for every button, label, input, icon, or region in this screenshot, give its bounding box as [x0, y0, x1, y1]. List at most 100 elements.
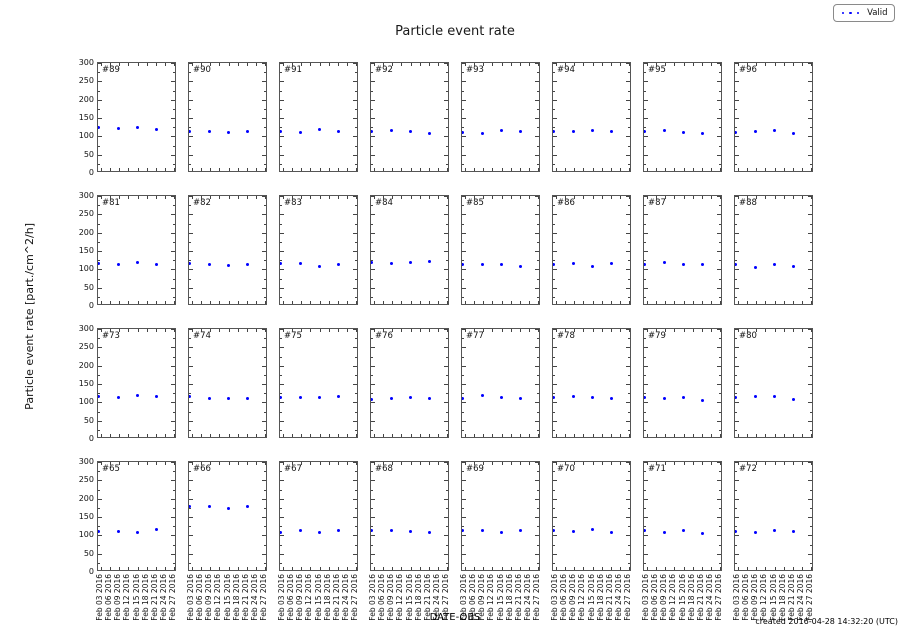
tick-mark — [535, 480, 539, 482]
tick-mark — [537, 462, 539, 465]
tick-mark — [371, 296, 373, 298]
tick-mark — [628, 526, 630, 528]
tick-mark — [171, 498, 175, 500]
tick-mark — [717, 214, 721, 216]
subplot-label: #69 — [466, 464, 484, 474]
subplot-label: #78 — [557, 331, 575, 341]
tick-mark — [492, 462, 494, 465]
tick-mark — [262, 402, 266, 404]
tick-mark — [371, 393, 373, 395]
data-point — [176, 262, 177, 265]
tick-mark — [371, 462, 375, 463]
data-point — [553, 262, 555, 266]
subplot-label: #76 — [375, 331, 393, 341]
tick-mark — [383, 567, 385, 570]
tick-mark — [774, 329, 776, 332]
tick-mark — [101, 329, 103, 332]
tick-mark — [510, 301, 512, 304]
tick-mark — [444, 517, 448, 518]
data-point — [390, 528, 394, 532]
tick-mark — [501, 329, 503, 332]
data-point — [644, 528, 646, 532]
tick-mark — [717, 251, 721, 252]
tick-mark — [626, 420, 630, 422]
tick-mark — [628, 507, 630, 509]
tick-mark — [355, 278, 357, 280]
tick-mark — [719, 90, 721, 92]
tick-mark — [119, 434, 121, 437]
tick-mark — [155, 462, 157, 465]
tick-mark — [719, 434, 721, 437]
tick-mark — [355, 145, 357, 147]
tick-mark — [192, 567, 194, 570]
tick-mark — [280, 287, 284, 289]
data-point — [98, 394, 100, 398]
tick-mark — [719, 526, 721, 528]
tick-mark — [462, 517, 466, 518]
tick-mark — [301, 301, 303, 304]
tick-mark — [173, 338, 175, 340]
tick-mark — [98, 365, 102, 367]
tick-mark — [553, 108, 555, 110]
tick-mark — [738, 196, 740, 199]
tick-mark — [98, 154, 102, 156]
tick-mark — [644, 72, 646, 74]
subplot-93: #93 — [461, 62, 540, 172]
tick-mark — [137, 329, 139, 332]
tick-mark — [264, 301, 266, 304]
tick-mark — [462, 374, 464, 376]
tick-mark — [553, 553, 557, 555]
tick-mark — [592, 168, 594, 171]
tick-mark — [574, 567, 576, 570]
tick-mark — [264, 562, 266, 564]
tick-mark — [528, 301, 530, 304]
data-point — [427, 131, 431, 135]
tick-mark — [808, 269, 812, 271]
tick-mark — [719, 63, 721, 66]
tick-mark — [644, 287, 648, 289]
tick-mark — [444, 287, 448, 289]
subplot-92: #92 — [370, 62, 449, 172]
data-point — [682, 263, 685, 267]
tick-mark — [701, 63, 703, 66]
tick-mark — [98, 163, 100, 165]
tick-mark — [264, 434, 266, 437]
tick-mark — [553, 99, 557, 101]
y-tick-label: 100 — [78, 397, 94, 407]
tick-mark — [264, 196, 266, 199]
tick-mark — [189, 99, 193, 101]
tick-mark — [353, 232, 357, 234]
tick-mark — [444, 251, 448, 252]
subplot-label: #96 — [739, 65, 757, 75]
tick-mark — [783, 63, 785, 66]
data-point — [318, 530, 321, 534]
tick-mark — [553, 544, 555, 546]
tick-mark — [353, 480, 357, 482]
tick-mark — [246, 63, 248, 66]
tick-mark — [280, 269, 284, 271]
tick-mark — [219, 196, 221, 199]
tick-mark — [574, 434, 576, 437]
tick-mark — [189, 287, 193, 289]
tick-mark — [173, 411, 175, 413]
tick-mark — [765, 567, 767, 570]
tick-mark — [628, 145, 630, 147]
tick-mark — [792, 329, 794, 332]
tick-mark — [692, 434, 694, 437]
tick-mark — [171, 81, 175, 83]
tick-mark — [537, 471, 539, 473]
tick-mark — [164, 434, 166, 437]
data-point — [299, 131, 303, 135]
tick-mark — [462, 232, 466, 234]
tick-mark — [556, 567, 558, 570]
tick-mark — [155, 168, 157, 171]
tick-mark — [735, 196, 739, 197]
tick-mark — [146, 196, 148, 199]
tick-mark — [246, 196, 248, 199]
tick-mark — [353, 329, 357, 330]
tick-mark — [353, 365, 357, 367]
y-tick-label: 200 — [78, 360, 94, 370]
tick-mark — [537, 301, 539, 304]
tick-mark — [383, 168, 385, 171]
tick-mark — [98, 498, 102, 500]
